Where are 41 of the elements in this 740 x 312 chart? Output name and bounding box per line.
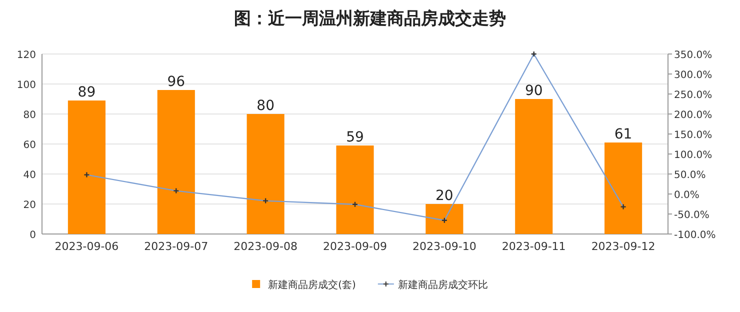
legend-label: 新建商品房成交(套) xyxy=(268,279,356,291)
y-tick-label: 100 xyxy=(16,80,36,91)
data-label: 20 xyxy=(436,188,454,204)
y2-tick-label: 250.0% xyxy=(674,90,712,101)
x-tick-label: 2023-09-10 xyxy=(412,240,476,253)
bar xyxy=(246,114,284,234)
bar xyxy=(426,204,464,234)
y-tick-label: 0 xyxy=(30,230,36,241)
x-tick-label: 2023-09-08 xyxy=(234,240,298,253)
x-tick-label: 2023-09-09 xyxy=(323,240,387,253)
bar xyxy=(336,146,374,234)
data-label: 59 xyxy=(346,130,364,146)
y-tick-label: 120 xyxy=(16,50,36,61)
x-tick-label: 2023-09-11 xyxy=(502,240,566,253)
y2-tick-label: 350.0% xyxy=(674,50,712,61)
data-label: 90 xyxy=(524,83,543,99)
legend-label: 新建商品房成交环比 xyxy=(398,279,488,291)
y2-tick-label: 200.0% xyxy=(674,110,712,121)
data-label: 96 xyxy=(167,74,186,90)
x-tick-label: 2023-09-12 xyxy=(591,240,656,253)
y2-tick-label: 0.0% xyxy=(674,190,700,201)
y2-tick-label: 150.0% xyxy=(674,130,712,141)
bar xyxy=(515,99,553,234)
x-tick-label: 2023-09-06 xyxy=(54,240,119,253)
y2-tick-label: -100.0% xyxy=(674,230,716,241)
y-tick-label: 60 xyxy=(23,140,36,151)
y-tick-label: 20 xyxy=(23,200,36,211)
y2-tick-label: 50.0% xyxy=(674,170,706,181)
y2-tick-label: -50.0% xyxy=(674,210,710,221)
bar xyxy=(157,90,195,234)
y-tick-label: 40 xyxy=(23,170,36,181)
bar xyxy=(604,142,642,234)
x-tick-label: 2023-09-07 xyxy=(144,240,208,253)
y2-tick-label: 300.0% xyxy=(674,70,712,81)
data-label: 61 xyxy=(614,126,632,142)
y2-tick-label: 100.0% xyxy=(674,150,712,161)
data-label: 80 xyxy=(256,98,274,114)
data-label: 89 xyxy=(78,84,96,100)
chart-title: 图：近一周温州新建商品房成交走势 xyxy=(234,9,506,29)
bar xyxy=(68,100,106,234)
y-tick-label: 80 xyxy=(23,110,36,121)
